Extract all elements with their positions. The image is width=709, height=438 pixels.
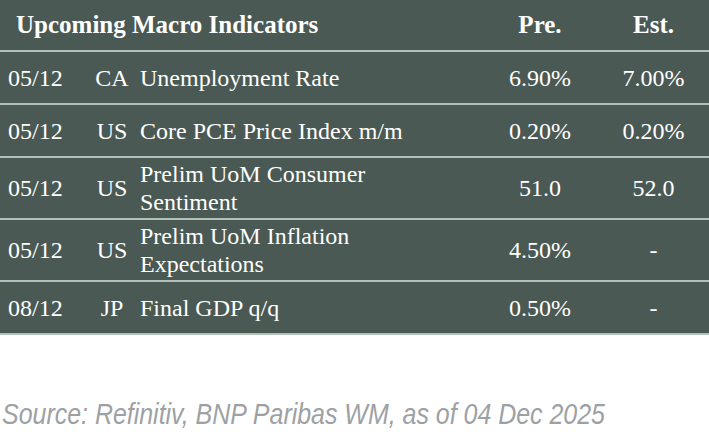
column-header-est: Est. [598, 11, 709, 39]
cell-estimate-value: 0.20% [598, 117, 709, 145]
cell-indicator: Core PCE Price Index m/m [140, 117, 482, 145]
table-row: 05/12 US Prelim UoM Inflation Expectatio… [0, 218, 709, 280]
cell-date: 05/12 [0, 236, 84, 264]
table-body: 05/12 CA Unemployment Rate 6.90% 7.00% 0… [0, 50, 709, 333]
cell-estimate-value: - [598, 236, 709, 264]
cell-indicator: Unemployment Rate [140, 64, 482, 92]
source-attribution: Source: Refinitiv, BNP Paribas WM, as of… [2, 398, 605, 431]
cell-country: CA [84, 64, 140, 92]
cell-previous-value: 51.0 [482, 174, 598, 202]
cell-estimate-value: 7.00% [598, 64, 709, 92]
cell-previous-value: 4.50% [482, 236, 598, 264]
cell-date: 05/12 [0, 117, 84, 145]
column-header-pre: Pre. [482, 11, 598, 39]
cell-date: 05/12 [0, 64, 84, 92]
cell-country: US [84, 174, 140, 202]
cell-country: US [84, 117, 140, 145]
table-row: 08/12 JP Final GDP q/q 0.50% - [0, 280, 709, 333]
cell-indicator: Final GDP q/q [140, 294, 482, 322]
cell-previous-value: 0.50% [482, 294, 598, 322]
cell-indicator: Prelim UoM Consumer Sentiment [140, 160, 482, 216]
upcoming-macro-indicators-table: Upcoming Macro Indicators Pre. Est. 05/1… [0, 0, 709, 335]
table-header-row: Upcoming Macro Indicators Pre. Est. [0, 0, 709, 50]
cell-previous-value: 6.90% [482, 64, 598, 92]
table-row: 05/12 CA Unemployment Rate 6.90% 7.00% [0, 50, 709, 103]
cell-estimate-value: 52.0 [598, 174, 709, 202]
cell-estimate-value: - [598, 294, 709, 322]
cell-date: 05/12 [0, 174, 84, 202]
cell-country: JP [84, 294, 140, 322]
cell-country: US [84, 236, 140, 264]
cell-indicator: Prelim UoM Inflation Expectations [140, 222, 482, 278]
cell-previous-value: 0.20% [482, 117, 598, 145]
cell-date: 08/12 [0, 294, 84, 322]
table-row: 05/12 US Prelim UoM Consumer Sentiment 5… [0, 156, 709, 218]
table-title: Upcoming Macro Indicators [0, 11, 482, 39]
table-row: 05/12 US Core PCE Price Index m/m 0.20% … [0, 103, 709, 156]
